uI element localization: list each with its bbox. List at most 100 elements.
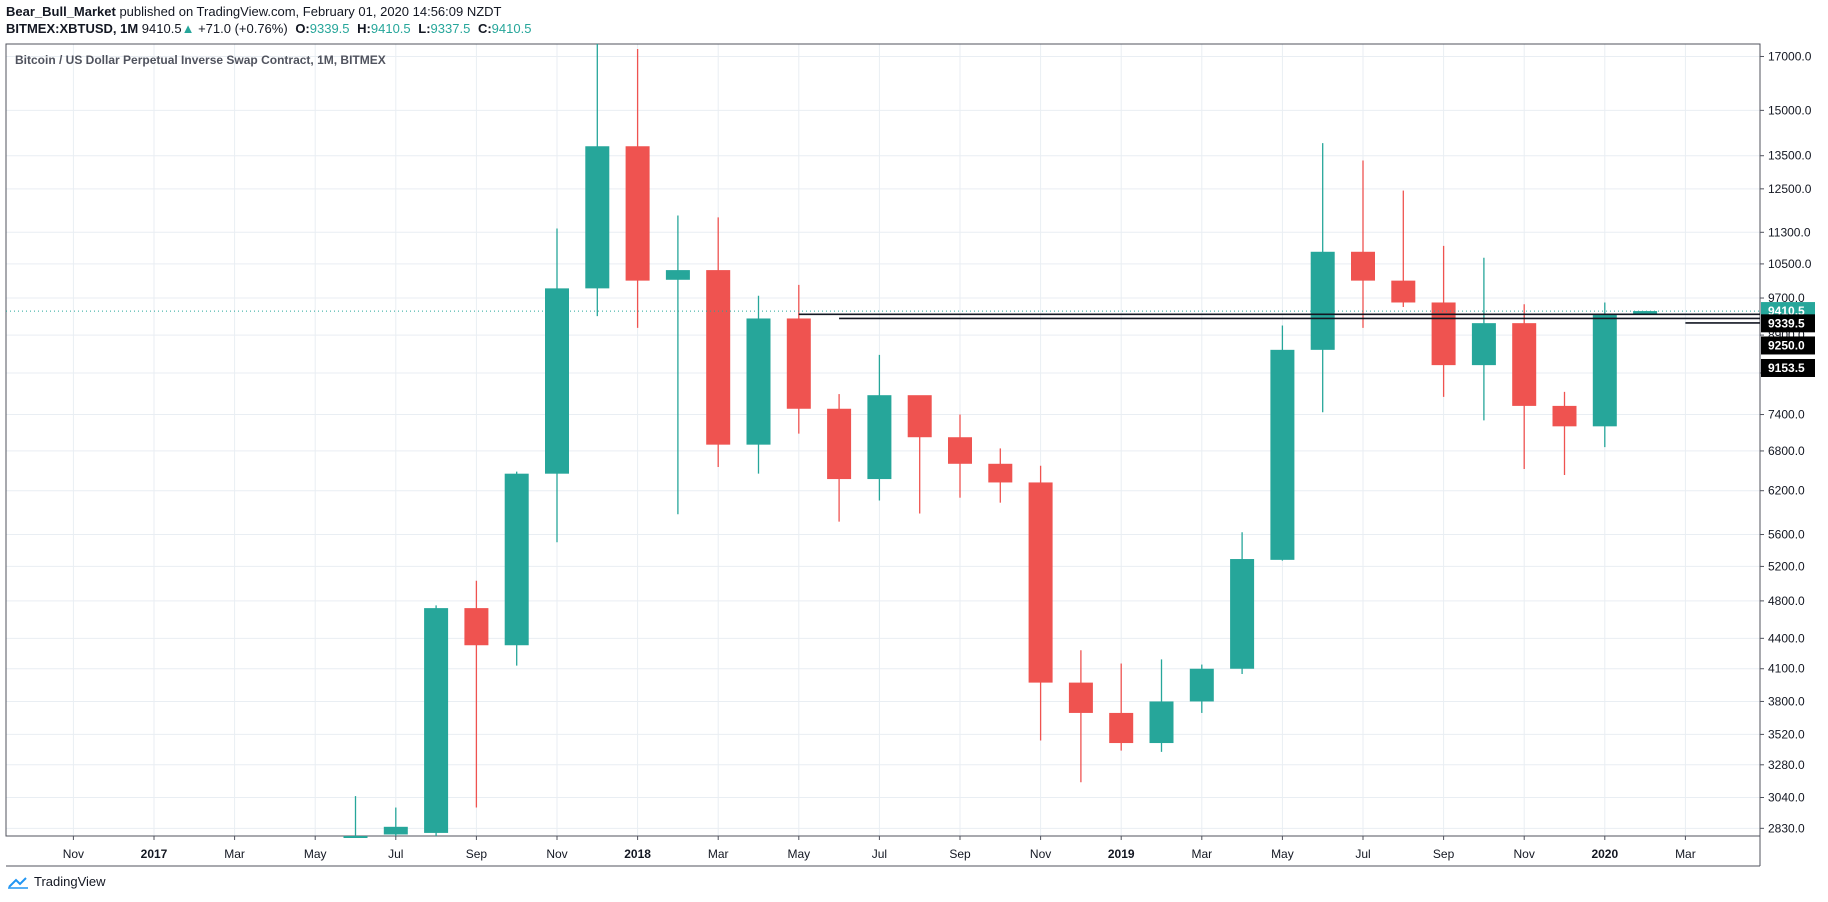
candles xyxy=(343,44,1658,838)
y-tick-label: 6800.0 xyxy=(1768,444,1805,458)
cloud-icon xyxy=(8,876,28,889)
candle-body xyxy=(1270,349,1295,560)
x-tick-label: 2019 xyxy=(1108,847,1135,861)
candle-body xyxy=(827,408,852,480)
horizontal-levels[interactable] xyxy=(6,310,1760,324)
y-tick-label: 13500.0 xyxy=(1768,149,1812,163)
y-tick-label: 4100.0 xyxy=(1768,662,1805,676)
x-tick-label: Sep xyxy=(1433,847,1455,861)
x-tick-label: Sep xyxy=(949,847,971,861)
candle-body xyxy=(746,318,771,445)
y-tick-label: 3520.0 xyxy=(1768,727,1805,741)
y-tick-label: 5200.0 xyxy=(1768,559,1805,573)
high-label: H: xyxy=(357,21,371,36)
x-tick-label: 2020 xyxy=(1591,847,1618,861)
chart-title: Bitcoin / US Dollar Perpetual Inverse Sw… xyxy=(15,53,386,67)
x-tick-label: May xyxy=(304,847,327,861)
level-tag: 9250.0 xyxy=(1768,338,1805,352)
candle-body xyxy=(1471,323,1496,366)
ohlc-legend: BITMEX:XBTUSD, 1M 9410.5▲ +71.0 (+0.76%)… xyxy=(6,21,531,37)
candle-body xyxy=(1431,302,1456,366)
y-tick-label: 9700.0 xyxy=(1768,291,1805,305)
x-tick-label: 2017 xyxy=(141,847,168,861)
publish-info: Bear_Bull_Market published on TradingVie… xyxy=(6,4,502,20)
candle-body xyxy=(786,318,811,409)
candle-body xyxy=(1230,559,1255,669)
level-tag: 9153.5 xyxy=(1768,361,1805,375)
y-tick-label: 10500.0 xyxy=(1768,257,1812,271)
level-tag-bg xyxy=(1761,358,1815,377)
low-value: 9337.5 xyxy=(430,21,471,36)
x-tick-label: Mar xyxy=(224,847,245,861)
y-tick-label: 3800.0 xyxy=(1768,694,1805,708)
close-label: C: xyxy=(477,21,492,36)
candle-body xyxy=(464,608,489,646)
y-tick-label: 6200.0 xyxy=(1768,484,1805,498)
published-text: published on TradingView.com, February 0… xyxy=(119,4,502,19)
candle-body xyxy=(948,437,972,464)
x-tick-label: Nov xyxy=(63,847,84,861)
candle-body xyxy=(625,146,650,281)
x-tick-label: Mar xyxy=(708,847,729,861)
y-tick-label: 5600.0 xyxy=(1768,528,1805,542)
candle-body xyxy=(545,288,569,474)
y-tick-label: 12500.0 xyxy=(1768,182,1812,196)
candle-body xyxy=(1310,251,1335,350)
candle-body xyxy=(1512,323,1537,406)
candle-body xyxy=(867,395,892,480)
y-tick-label: 4800.0 xyxy=(1768,594,1805,608)
x-tick-label: Jul xyxy=(872,847,887,861)
x-tick-label: May xyxy=(1271,847,1294,861)
time-axis[interactable]: Nov 2017 Mar May Jul Sep Nov 2018 Mar May Jul Sep No… xyxy=(63,836,1696,861)
y-tick-label: 17000.0 xyxy=(1768,49,1812,63)
low-label: L: xyxy=(418,21,431,36)
price-change: +71.0 (+0.76%) xyxy=(198,21,288,36)
candle-body xyxy=(424,608,449,833)
candle-body xyxy=(1189,668,1214,702)
candle-body xyxy=(1109,712,1134,744)
level-tag-bg xyxy=(1761,336,1815,355)
candle-body xyxy=(1633,311,1658,315)
x-tick-label: May xyxy=(787,847,810,861)
brand-name: TradingView xyxy=(34,874,106,889)
author-name[interactable]: Bear_Bull_Market xyxy=(6,4,116,19)
x-tick-label: Sep xyxy=(466,847,488,861)
candle-body xyxy=(1068,682,1093,713)
candle-body xyxy=(383,826,408,835)
candle-body xyxy=(1149,701,1174,744)
symbol-label: BITMEX:XBTUSD, 1M xyxy=(6,21,139,36)
x-tick-label: Mar xyxy=(1675,847,1696,861)
y-tick-label: 3040.0 xyxy=(1768,791,1805,805)
y-tick-label: 2830.0 xyxy=(1768,821,1805,835)
y-tick-label: 15000.0 xyxy=(1768,103,1812,117)
level-tag: 9339.5 xyxy=(1768,316,1805,330)
candle-body xyxy=(1028,482,1053,683)
price-axis[interactable]: 17000.0 15000.0 13500.0 12500.0 11300.0 10500… xyxy=(1760,49,1812,835)
x-tick-label: Nov xyxy=(546,847,567,861)
candle-body xyxy=(343,836,368,838)
last-price: 9410.5 xyxy=(141,21,182,36)
candle-body xyxy=(504,473,529,646)
x-tick-label: Nov xyxy=(1030,847,1051,861)
y-tick-label: 11300.0 xyxy=(1768,225,1811,239)
candle-body xyxy=(1552,405,1577,427)
open-label: O: xyxy=(295,21,310,36)
open-value: 9339.5 xyxy=(309,21,350,36)
level-tag-bg xyxy=(1761,314,1815,333)
candle-body xyxy=(706,270,731,445)
candle-body xyxy=(1391,280,1416,303)
high-value: 9410.5 xyxy=(370,21,411,36)
candle-body xyxy=(585,146,610,289)
x-tick-label: 2018 xyxy=(624,847,651,861)
candle-body xyxy=(1351,251,1375,281)
candle-body xyxy=(1592,313,1617,427)
y-tick-label: 4400.0 xyxy=(1768,631,1805,645)
up-arrow-icon: ▲ xyxy=(181,21,195,36)
y-tick-label: 3280.0 xyxy=(1768,758,1805,772)
tradingview-logo[interactable]: TradingView xyxy=(6,874,106,889)
candle-body xyxy=(988,463,1013,483)
x-tick-label: Mar xyxy=(1191,847,1212,861)
x-tick-label: Jul xyxy=(1355,847,1370,861)
